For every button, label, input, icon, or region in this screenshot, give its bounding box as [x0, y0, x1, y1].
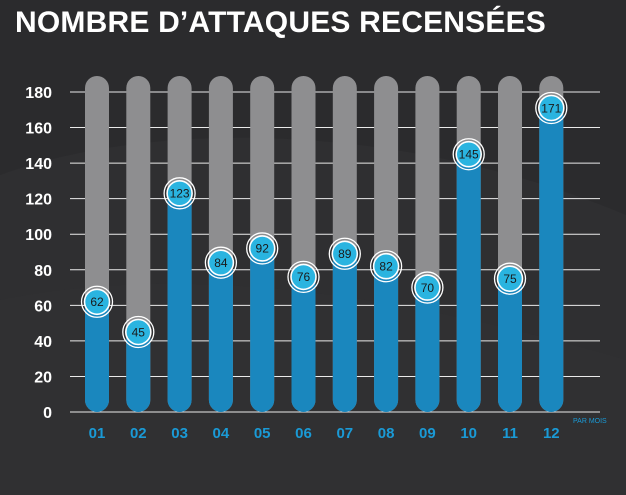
y-tick-label: 60: [34, 298, 52, 315]
data-label-bubble: [455, 140, 483, 168]
data-label: 89: [338, 247, 352, 261]
x-tick-label: 07: [336, 425, 353, 442]
data-label-ring: [204, 246, 238, 279]
data-label-ring: [328, 237, 361, 270]
bar: [374, 266, 399, 412]
data-label-bubble: [414, 274, 441, 301]
data-label-bubble: [83, 288, 111, 316]
x-tick-label: 02: [130, 425, 147, 442]
data-label: 76: [297, 270, 311, 284]
bar: [167, 193, 192, 412]
data-label-ring: [80, 285, 114, 318]
x-tick-label: 03: [171, 425, 188, 442]
data-label-ring: [163, 177, 196, 210]
bar: [126, 332, 151, 412]
x-axis: 01 02 03 04 05 06 07 08 09 10 11 12: [89, 425, 560, 442]
x-tick-label: 09: [419, 425, 436, 442]
data-label-ring: [411, 271, 444, 304]
y-axis: 0 20 40 60 80 100 120 140 160 180: [25, 85, 52, 422]
data-label-ring: [287, 260, 320, 294]
data-label-bubble: [207, 249, 235, 276]
y-tick-label: 160: [25, 121, 52, 138]
data-label: 62: [90, 295, 104, 309]
x-tick-label: 08: [378, 425, 395, 442]
x-tick-label: 05: [254, 425, 271, 442]
data-label-bubble: [290, 263, 317, 291]
bar: [498, 278, 522, 412]
data-label-ring: [122, 315, 155, 349]
bar: [291, 276, 316, 412]
bar: [332, 253, 357, 412]
data-label-ring: [369, 250, 403, 283]
data-label-ring: [535, 91, 568, 125]
data-label-bubble: [125, 318, 152, 346]
data-label-bubble: [166, 180, 193, 207]
data-label: 123: [170, 187, 190, 201]
y-tick-label: 80: [34, 263, 52, 280]
data-label: 45: [132, 325, 146, 339]
y-tick-label: 0: [43, 405, 52, 422]
data-label-ring: [246, 232, 279, 265]
data-label: 82: [379, 260, 393, 274]
data-labels: 62 45 123 84 92 76 89 82 70 145 75 171: [80, 91, 568, 349]
x-axis-note: PAR MOIS: [573, 418, 607, 425]
bar: [415, 287, 440, 412]
x-tick-label: 06: [295, 425, 312, 442]
data-label-bubble: [248, 235, 276, 262]
bar: [456, 154, 481, 412]
data-label: 92: [256, 242, 270, 256]
x-tick-label: 04: [213, 425, 230, 442]
data-label-bubble: [372, 252, 400, 280]
y-tick-label: 40: [34, 334, 52, 351]
chart-title: NOMBRE D’ATTAQUES RECENSÉES: [15, 6, 547, 39]
data-label-bubble: [496, 265, 524, 292]
bar: [208, 262, 233, 412]
y-tick-label: 120: [25, 192, 52, 209]
bars: [85, 76, 564, 412]
data-label-ring: [493, 262, 527, 295]
x-tick-label: 01: [89, 425, 106, 442]
bar: [85, 301, 109, 412]
data-label: 70: [421, 281, 435, 295]
y-tick-label: 20: [34, 369, 52, 386]
bar: [539, 108, 564, 412]
data-label-bubble: [331, 240, 359, 268]
data-label-bubble: [537, 94, 565, 122]
x-tick-label: 11: [502, 425, 518, 442]
data-label: 145: [459, 148, 479, 162]
x-tick-label: 12: [543, 425, 560, 442]
y-tick-label: 140: [25, 156, 52, 173]
data-label: 84: [214, 256, 228, 270]
y-tick-label: 100: [25, 227, 52, 244]
y-tick-label: 180: [25, 85, 52, 102]
data-label: 75: [503, 272, 517, 286]
data-label-ring: [452, 138, 485, 171]
bar: [250, 248, 275, 412]
data-label: 171: [541, 101, 561, 115]
x-tick-label: 10: [460, 425, 477, 442]
